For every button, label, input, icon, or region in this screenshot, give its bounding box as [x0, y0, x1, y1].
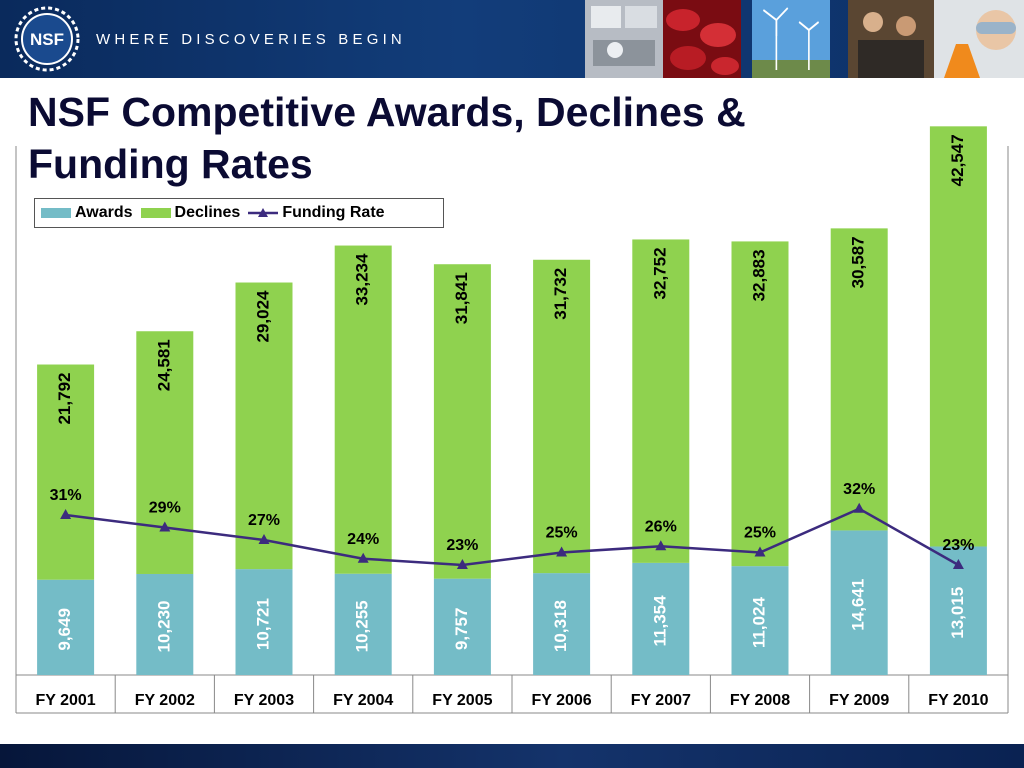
blood-cells-photo	[663, 0, 741, 78]
scientist-goggles-photo	[934, 0, 1024, 78]
students-lab-photo	[848, 0, 934, 78]
funding-rate-label: 31%	[50, 487, 82, 504]
funding-rate-line	[65, 507, 960, 567]
category-label: FY 2003	[234, 692, 294, 709]
chart-legend: Awards Declines Funding Rate	[34, 198, 444, 228]
funding-rate-label: 23%	[446, 537, 478, 554]
declines-data-label: 29,024	[253, 290, 272, 343]
bar-awards	[334, 573, 392, 675]
awards-data-label: 9,649	[55, 608, 74, 651]
awards-data-label: 14,641	[849, 579, 868, 631]
slide-title: NSF Competitive Awards, Declines & Fundi…	[28, 89, 746, 187]
bar-awards	[533, 573, 591, 675]
funding-rate-point	[357, 552, 369, 563]
funding-rate-point	[853, 502, 865, 513]
category-label: FY 2008	[730, 692, 790, 709]
bar-declines	[929, 126, 987, 547]
awards-data-label: 10,721	[253, 598, 272, 650]
legend-swatch-declines	[140, 208, 171, 218]
funding-rate-point	[456, 559, 468, 569]
legend-swatch-funding-rate	[248, 208, 279, 217]
declines-data-label: 32,752	[650, 247, 669, 299]
funding-rate-label: 23%	[942, 537, 974, 554]
funding-rate-point	[258, 534, 270, 544]
svg-text:NSF: NSF	[30, 30, 64, 49]
declines-data-label: 42,547	[948, 134, 967, 186]
funding-rate-point	[159, 521, 171, 532]
category-label: FY 2005	[432, 692, 492, 709]
bar-declines	[235, 282, 293, 570]
funding-rate-label: 26%	[645, 518, 677, 535]
legend-label-awards: Awards	[75, 204, 133, 221]
declines-data-label: 30,587	[849, 236, 868, 288]
legend-label-declines: Declines	[174, 204, 241, 221]
nsf-logo: NSF	[14, 6, 80, 72]
funding-rate-point	[754, 546, 766, 557]
funding-rate-point	[952, 559, 964, 569]
bar-awards	[632, 562, 690, 675]
funding-rate-label: 25%	[546, 525, 578, 542]
funding-rate-label: 25%	[744, 525, 776, 542]
tagline: WHERE DISCOVERIES BEGIN	[96, 31, 406, 48]
bar-awards	[136, 573, 194, 675]
funding-rate-label: 32%	[843, 481, 875, 498]
category-label: FY 2010	[928, 692, 988, 709]
bar-declines	[632, 239, 690, 563]
bar-awards	[830, 530, 888, 675]
funding-rate-label: 27%	[248, 512, 280, 529]
bar-declines	[533, 259, 591, 574]
bar-awards	[235, 569, 293, 675]
awards-data-label: 11,024	[749, 596, 768, 648]
footer-banner	[0, 744, 1024, 768]
lab-equipment-photo	[585, 0, 663, 78]
category-label: FY 2002	[135, 692, 195, 709]
bar-declines	[334, 245, 392, 574]
legend-label-funding-rate: Funding Rate	[282, 204, 385, 221]
bar-declines	[433, 264, 491, 579]
category-label: FY 2006	[531, 692, 591, 709]
bar-awards	[37, 579, 95, 675]
funding-rate-point	[556, 546, 568, 557]
wind-turbines-photo	[752, 0, 830, 78]
awards-data-label: 9,757	[452, 608, 471, 651]
legend-item-funding-rate: Funding Rate	[248, 204, 385, 222]
funding-rate-point	[655, 540, 667, 551]
funding-chart: 9,649 10,230 10,721 10,255 9,757 10,318 11,354…	[15, 126, 1009, 714]
bar-awards	[433, 578, 491, 675]
awards-data-label: 10,255	[353, 600, 372, 652]
category-label: FY 2009	[829, 692, 889, 709]
awards-data-label: 11,354	[650, 595, 669, 647]
awards-data-label: 13,015	[948, 587, 967, 639]
legend-swatch-awards	[41, 208, 71, 218]
bar-declines	[830, 228, 888, 531]
category-label: FY 2004	[333, 692, 393, 709]
legend-item-awards: Awards	[41, 204, 133, 222]
category-label: FY 2007	[631, 692, 691, 709]
bar-declines	[37, 364, 95, 580]
legend-item-declines: Declines	[140, 204, 241, 222]
declines-data-label: 31,732	[551, 268, 570, 320]
bar-awards	[731, 566, 789, 675]
funding-rate-label: 29%	[149, 500, 181, 517]
declines-data-label: 33,234	[353, 253, 372, 306]
declines-data-label: 31,841	[452, 272, 471, 324]
declines-data-label: 32,883	[749, 249, 768, 301]
funding-rate-label: 24%	[347, 531, 379, 548]
awards-data-label: 10,318	[551, 600, 570, 652]
awards-data-label: 10,230	[154, 600, 173, 652]
declines-data-label: 24,581	[154, 339, 173, 391]
category-label: FY 2001	[35, 692, 95, 709]
header-banner: NSF WHERE DISCOVERIES BEGIN	[0, 0, 1024, 78]
bar-declines	[136, 331, 194, 574]
funding-rate-point	[60, 509, 72, 519]
bar-declines	[731, 241, 789, 567]
declines-data-label: 21,792	[55, 373, 74, 425]
